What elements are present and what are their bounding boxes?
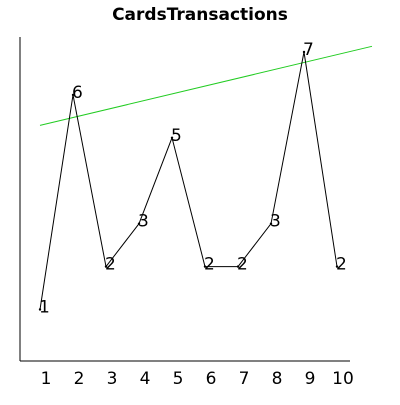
data-point bbox=[203, 265, 207, 268]
data-label: 3 bbox=[138, 212, 149, 232]
data-point bbox=[335, 265, 339, 268]
data-point bbox=[137, 222, 141, 225]
x-tick-label: 7 bbox=[239, 369, 250, 389]
data-point bbox=[236, 265, 240, 268]
x-tick-label: 10 bbox=[332, 369, 354, 389]
trendline-layer bbox=[39, 45, 373, 126]
data-label: 6 bbox=[72, 83, 83, 103]
data-label: 2 bbox=[336, 255, 347, 275]
data-point bbox=[38, 308, 42, 311]
data-label: 2 bbox=[237, 255, 248, 275]
data-label: 1 bbox=[39, 298, 50, 318]
chart-title: CardsTransactions bbox=[112, 5, 288, 25]
series-line bbox=[39, 51, 338, 310]
data-label: 7 bbox=[303, 40, 314, 60]
x-tick-label: 4 bbox=[140, 369, 151, 389]
x-tick-label: 3 bbox=[107, 369, 118, 389]
data-label: 2 bbox=[204, 255, 215, 275]
data-label: 3 bbox=[270, 212, 281, 232]
series-layer bbox=[38, 50, 339, 311]
x-tick-label: 2 bbox=[74, 369, 85, 389]
data-point bbox=[302, 50, 306, 54]
x-tick-label: 5 bbox=[173, 369, 184, 389]
data-point bbox=[170, 136, 174, 139]
data-point bbox=[269, 222, 273, 225]
trendline bbox=[39, 45, 373, 126]
x-tick-label: 6 bbox=[206, 369, 217, 389]
x-tick-label: 9 bbox=[305, 369, 316, 389]
data-point bbox=[71, 93, 75, 97]
data-label-layer: 1 6 2 3 5 2 2 3 7 2 bbox=[39, 40, 347, 318]
data-point bbox=[104, 265, 108, 268]
data-label: 5 bbox=[171, 126, 182, 146]
x-tick-layer: 1 2 3 4 5 6 7 8 9 10 bbox=[41, 369, 354, 389]
data-label: 2 bbox=[105, 255, 116, 275]
x-tick-label: 1 bbox=[41, 369, 52, 389]
x-tick-label: 8 bbox=[272, 369, 283, 389]
